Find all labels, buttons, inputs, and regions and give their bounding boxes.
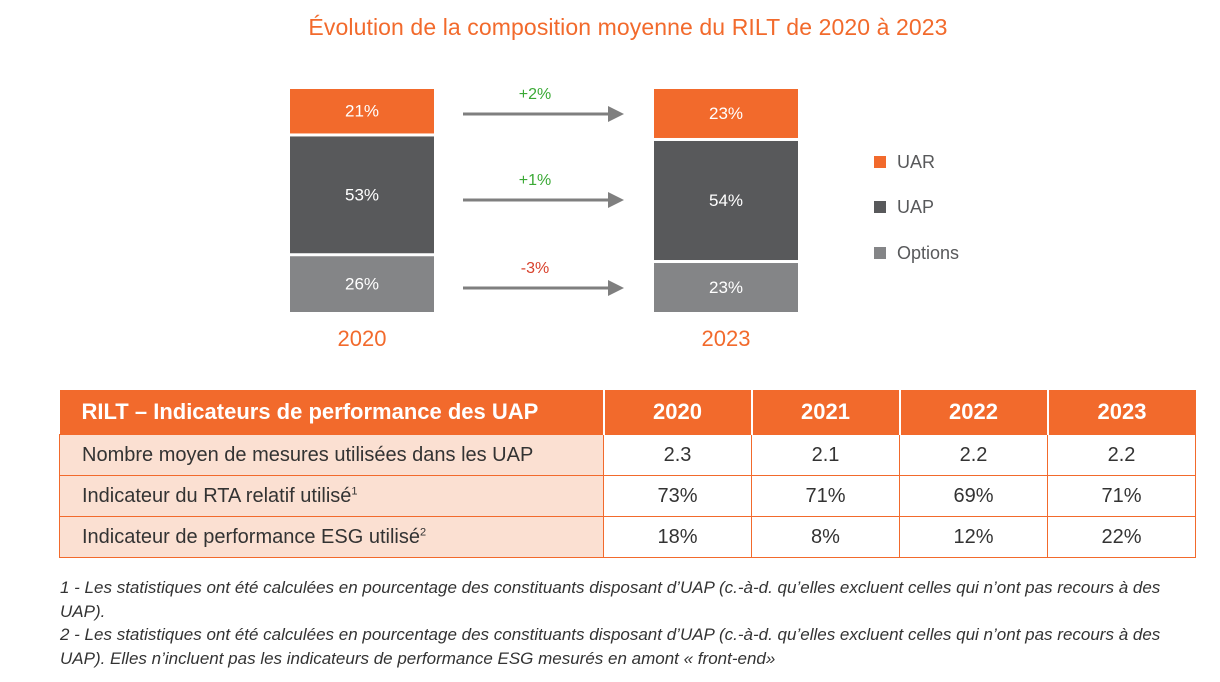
legend-label-uap: UAP (897, 197, 934, 217)
footnote-ref: 1 (351, 484, 358, 497)
table-header-year: 2022 (898, 390, 1048, 435)
bar-uap-2023 (654, 140, 798, 261)
table-cell: 8% (751, 516, 900, 558)
legend-label-uar: UAR (897, 152, 935, 172)
table-cell: 71% (1047, 475, 1196, 517)
table-cell: 2.1 (751, 434, 900, 476)
table-cell: 2.2 (899, 434, 1048, 476)
row-label: Nombre moyen de mesures utilisées dans l… (59, 434, 604, 476)
table-header-year: 2021 (750, 390, 900, 435)
change-label-uar: +2% (519, 86, 551, 103)
row-label-text: Nombre moyen de mesures utilisées dans l… (82, 443, 534, 466)
footnotes: 1 - Les statistiques ont été calculées e… (60, 576, 1200, 670)
table-cell: 12% (899, 516, 1048, 558)
footnote: 2 - Les statistiques ont été calculées e… (60, 625, 1161, 668)
row-label: Indicateur du RTA relatif utilisé1 (59, 475, 604, 517)
footnote: 1 - Les statistiques ont été calculées e… (60, 578, 1161, 621)
year-label-2023: 2023 (702, 326, 751, 351)
legend-swatch-options (874, 247, 886, 259)
table-header-row: RILT – Indicateurs de performance des UA… (59, 390, 1196, 435)
table-cell: 71% (751, 475, 900, 517)
bar-label-options-2023: 23% (709, 278, 743, 297)
legend-swatch-uar (874, 156, 886, 168)
bar-options-2020 (290, 256, 434, 312)
table-cell: 18% (603, 516, 752, 558)
footnote-ref: 2 (419, 525, 427, 538)
table-header-year: 2020 (602, 390, 752, 435)
table-cell: 69% (899, 475, 1048, 517)
bar-label-uap-2020: 53% (345, 185, 379, 204)
table-row: Indicateur du RTA relatif utilisé1 73% 7… (59, 475, 1196, 517)
bar-label-uar-2020: 21% (345, 102, 379, 121)
arrowhead-uap (608, 192, 624, 208)
bar-uap-2020 (290, 136, 434, 254)
table-cell: 2.2 (1047, 434, 1196, 476)
stacked-bar-chart: 26% 53% 21% 2020 23% 54% 23% 2023 +2% +1% -3% UAR UA… (290, 86, 959, 351)
table-row: Nombre moyen de mesures utilisées dans l… (59, 434, 1196, 476)
table-cell: 73% (603, 475, 752, 517)
chart-title: Évolution de la composition moyenne du R… (308, 14, 948, 40)
table-cell: 2.3 (603, 434, 752, 476)
bar-label-uar-2023: 23% (709, 104, 743, 123)
bar-label-uap-2023: 54% (709, 191, 743, 210)
performance-table: RILT – Indicateurs de performance des UA… (59, 390, 1196, 558)
arrowhead-options (608, 280, 624, 296)
change-label-uap: +1% (519, 172, 551, 189)
row-label: Indicateur de performance ESG utilisé2 (59, 516, 604, 558)
bar-uar-2020 (290, 89, 434, 134)
bar-label-options-2020: 26% (345, 275, 379, 294)
row-label-text: Indicateur du RTA relatif utilisé (82, 484, 352, 507)
bar-options-2023 (654, 263, 798, 312)
row-label-text: Indicateur de performance ESG utilisé (82, 525, 420, 548)
change-label-options: -3% (521, 260, 549, 277)
bar-uar-2023 (654, 89, 798, 138)
legend-swatch-uap (874, 201, 886, 213)
table-cell: 22% (1047, 516, 1196, 558)
table-header-title: RILT – Indicateurs de performance des UA… (59, 390, 604, 435)
year-label-2020: 2020 (338, 326, 387, 351)
legend-label-options: Options (897, 243, 959, 263)
table-row: Indicateur de performance ESG utilisé2 1… (59, 516, 1196, 558)
arrowhead-uar (608, 106, 624, 122)
table-header-year: 2023 (1046, 390, 1196, 435)
